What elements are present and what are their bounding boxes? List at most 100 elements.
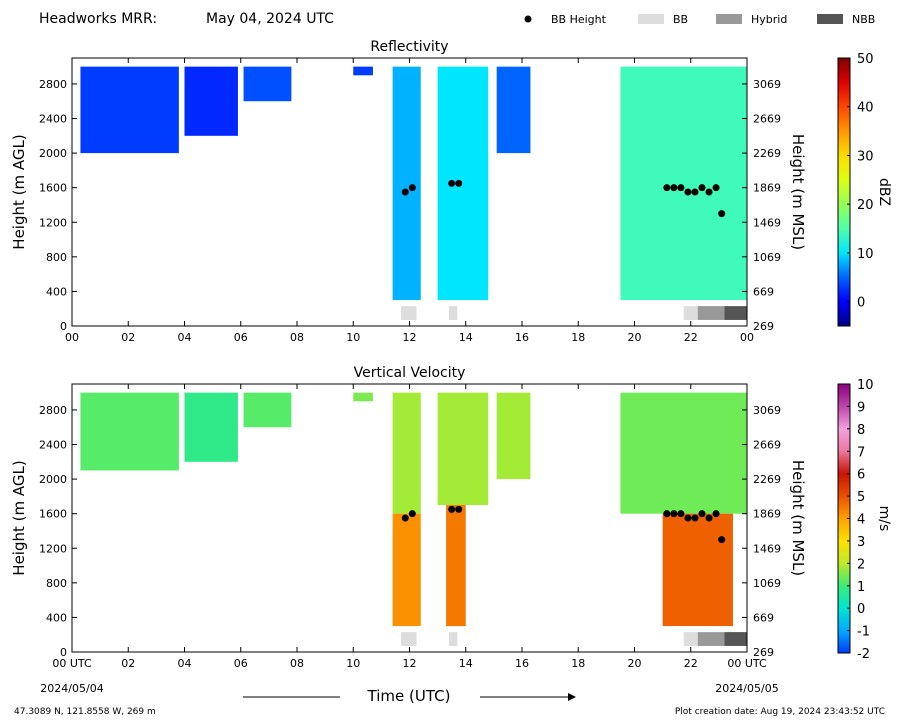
x-tick-label: 20 [628,331,642,344]
bb-height-point [705,188,713,196]
bb-height-point [691,188,699,196]
x-tick-label: 04 [178,331,192,344]
x-tick-label: 12 [403,331,417,344]
y-tick-right-label: 3069 [753,78,781,91]
y-tick-label: 1600 [39,182,67,195]
colorbar-tick-label: 10 [857,378,874,393]
bb-height-point [663,510,671,518]
y-axis-left: 0 400 800 1200 1600 2000 2400 2800 Height (m AGL… [10,404,77,659]
echo-region [392,392,421,514]
echo-region [243,66,292,102]
y-axis-right-label: Height (m MSL) [789,460,807,576]
y-tick-label: 2000 [39,147,67,160]
colorbar-tick-label: 2 [857,557,865,572]
bb-height-point [448,505,456,513]
bb-height-point [705,514,713,522]
y-tick-label: 0 [60,320,67,333]
x-tick-label: 14 [459,331,473,344]
legend-entry-hybrid: Hybrid [716,13,787,26]
bb-type-hybrid [697,306,725,320]
echo-region [662,513,733,627]
figure-header: Headworks MRR: May 04, 2024 UTC BB Heigh… [39,11,875,27]
y-tick-label: 2000 [39,473,67,486]
colorbar-reflectivity: 0 10 20 30 40 50 dBZ [837,52,892,327]
y-tick-label: 800 [46,251,67,264]
colorbar-tick-label: 1 [857,580,865,595]
colorbar-label: dBZ [876,178,892,206]
creation-date-label: Plot creation date: Aug 19, 2024 23:43:5… [675,707,885,717]
x-tick-label: 16 [515,331,529,344]
colorbar-tick-label: 3 [857,535,865,550]
colorbar-tick-label: 9 [857,400,865,415]
bb-height-point [684,514,692,522]
x-tick-label: 04 [178,657,192,670]
bb-type-bar [401,306,747,320]
colorbar-tick-label: 4 [857,513,865,528]
x-tick-label: 22 [684,331,698,344]
bb-height-point [448,179,456,187]
colorbar-tick-label: 5 [857,490,865,505]
bb-height-point [698,510,706,518]
x-tick-label: 10 [346,331,360,344]
x-tick-label: 08 [290,331,304,344]
echo-region [353,66,373,76]
bb-type-hybrid [697,632,725,646]
echo-layer [80,392,747,627]
bb-height-points [401,179,726,218]
location-label: 47.3089 N, 121.8558 W, 269 m [14,707,156,717]
x-tick-label: 02 [121,331,135,344]
bb-height-points [401,505,726,544]
bb-height-point [712,510,720,518]
echo-region [437,392,489,506]
colorbar-tick-label: -2 [857,647,870,662]
bb-height-point [455,505,463,513]
legend-entry-nbb: NBB [817,13,875,26]
y-tick-right-label: 1869 [753,508,781,521]
x-axis: 00 02 04 06 08 10 12 14 16 18 20 22 00 [65,58,754,344]
bb-height-point [718,536,726,544]
y-tick-right-label: 2669 [753,439,781,452]
echo-region [620,392,747,514]
bb-height-point [677,510,685,518]
colorbar-label: m/s [876,506,892,532]
x-tick-label: 16 [515,657,529,670]
x-tick-label: 00 [65,331,79,344]
y-tick-right-label: 1069 [753,251,781,264]
legend-entry-bb: BB [638,13,688,26]
figure-footer: Time (UTC) 2024/05/04 2024/05/05 47.3089… [14,682,885,717]
bb-type-bb [448,632,458,646]
legend-swatch [817,14,843,24]
bb-type-bb [448,306,458,320]
colorbar-tick-label: 0 [857,296,865,311]
y-tick-right-label: 1469 [753,542,781,555]
date-label: May 04, 2024 UTC [206,11,334,27]
bb-type-bb [401,306,417,320]
y-tick-label: 400 [46,285,67,298]
y-tick-label: 2400 [39,439,67,452]
y-tick-label: 800 [46,577,67,590]
colorbar-tick-label: 20 [857,198,874,213]
echo-region [496,392,531,480]
legend-label: Hybrid [751,13,787,26]
y-tick-right-label: 1869 [753,182,781,195]
legend-swatch [638,14,664,24]
y-tick-right-label: 669 [753,285,774,298]
x-tick-label: 22 [684,657,698,670]
legend-label: BB Height [551,13,607,26]
x-tick-label: 06 [234,657,248,670]
echo-region [184,392,238,462]
y-tick-label: 1200 [39,216,67,229]
time-arrow-head [568,693,576,701]
y-tick-label: 2800 [39,78,67,91]
bb-type-bar [401,632,747,646]
x-tick-label: 18 [571,657,585,670]
bb-height-point [670,510,678,518]
colorbar-tick-label: -1 [857,625,870,640]
end-date-label: 2024/05/05 [715,682,778,695]
echo-region [80,66,179,154]
bb-height-point [698,184,706,192]
x-tick-label: 20 [628,657,642,670]
y-tick-label: 1600 [39,508,67,521]
